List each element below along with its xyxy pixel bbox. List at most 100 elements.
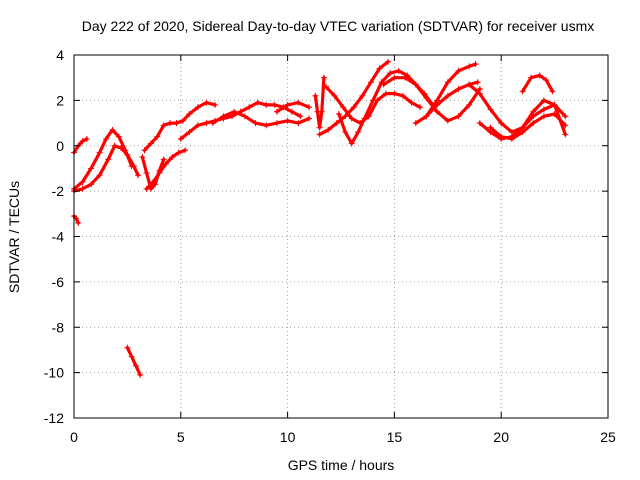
grid-lines <box>74 55 608 418</box>
data-point <box>348 115 355 122</box>
data-point <box>530 108 537 115</box>
x-tick-label: 15 <box>387 429 403 445</box>
data-point <box>105 156 112 163</box>
data-point <box>203 120 210 127</box>
data-point <box>295 120 302 127</box>
data-point <box>252 120 259 127</box>
data-point <box>246 104 253 111</box>
data-point <box>117 145 124 152</box>
data-point <box>160 156 167 163</box>
data-point <box>186 129 193 136</box>
data-point <box>115 133 122 140</box>
data-point <box>540 97 547 104</box>
y-tick-label: -6 <box>52 274 65 290</box>
data-point <box>79 179 86 186</box>
axis-ticks: 0 5 10 15 20 25 -12 -10 -8 -6 -4 -2 0 2 4 <box>44 47 616 445</box>
data-point <box>551 101 558 108</box>
data-point <box>194 104 201 111</box>
data-point <box>139 154 146 161</box>
data-point <box>186 110 193 117</box>
data-point <box>103 135 110 142</box>
data-point <box>150 179 157 186</box>
x-tick-label: 10 <box>280 429 296 445</box>
data-point <box>147 140 154 147</box>
data-point <box>154 133 161 140</box>
data-point <box>254 99 261 106</box>
data-point <box>312 92 319 99</box>
data-point <box>466 63 473 70</box>
data-point <box>323 83 330 90</box>
data-point <box>466 81 473 88</box>
data-point <box>288 108 295 115</box>
data-point <box>333 120 340 127</box>
data-point <box>540 106 547 113</box>
data-point <box>273 120 280 127</box>
data-point <box>508 133 515 140</box>
y-tick-label: 2 <box>56 92 64 108</box>
data-point <box>474 79 481 86</box>
data-point <box>263 101 270 108</box>
data-point <box>143 185 150 192</box>
data-point <box>402 74 409 81</box>
data-point <box>476 120 483 127</box>
data-point <box>79 185 86 192</box>
data-point <box>444 92 451 99</box>
data-point <box>412 81 419 88</box>
data-point <box>528 74 535 81</box>
data-point <box>211 101 218 108</box>
data-point <box>487 106 494 113</box>
data-point <box>194 122 201 129</box>
data-point <box>382 90 389 97</box>
data-point <box>220 113 227 120</box>
data-point <box>316 131 323 138</box>
data-point <box>543 76 550 83</box>
data-point <box>318 108 325 115</box>
data-point <box>284 101 291 108</box>
y-axis-label: SDTVAR / TECUs <box>6 181 22 293</box>
y-tick-label: 0 <box>56 138 64 154</box>
data-point <box>536 72 543 79</box>
series-arc-4 <box>72 144 140 193</box>
series-arc-19 <box>467 82 567 134</box>
data-point <box>384 58 391 65</box>
data-point <box>376 65 383 72</box>
data-point <box>137 371 144 378</box>
x-tick-label: 0 <box>70 429 78 445</box>
data-point <box>111 142 118 149</box>
data-point <box>179 117 186 124</box>
y-tick-label: -10 <box>44 365 64 381</box>
data-point <box>109 126 116 133</box>
data-point <box>399 92 406 99</box>
data-point <box>562 113 569 120</box>
data-point <box>96 172 103 179</box>
data-point <box>271 101 278 108</box>
x-tick-label: 20 <box>493 429 509 445</box>
data-point <box>466 101 473 108</box>
data-point <box>361 115 368 122</box>
data-point <box>455 86 462 93</box>
data-point <box>167 120 174 127</box>
y-tick-label: -8 <box>52 319 65 335</box>
data-point <box>160 122 167 129</box>
data-point <box>455 113 462 120</box>
data-point <box>79 138 86 145</box>
series-arc-12 <box>313 76 326 130</box>
x-axis-label: GPS time / hours <box>288 457 395 473</box>
y-tick-label: -12 <box>44 410 64 426</box>
data-point <box>367 79 374 86</box>
data-point <box>342 129 349 136</box>
data-point <box>316 124 323 131</box>
data-point <box>209 120 216 127</box>
y-tick-label: -4 <box>52 229 65 245</box>
data-point <box>141 147 148 154</box>
data-point <box>169 154 176 161</box>
data-point <box>335 110 342 117</box>
data-point <box>331 92 338 99</box>
data-point <box>391 74 398 81</box>
data-point <box>387 70 394 77</box>
data-point <box>359 92 366 99</box>
data-point <box>549 88 556 95</box>
series-arc-8 <box>142 100 217 152</box>
data-point <box>203 99 210 106</box>
